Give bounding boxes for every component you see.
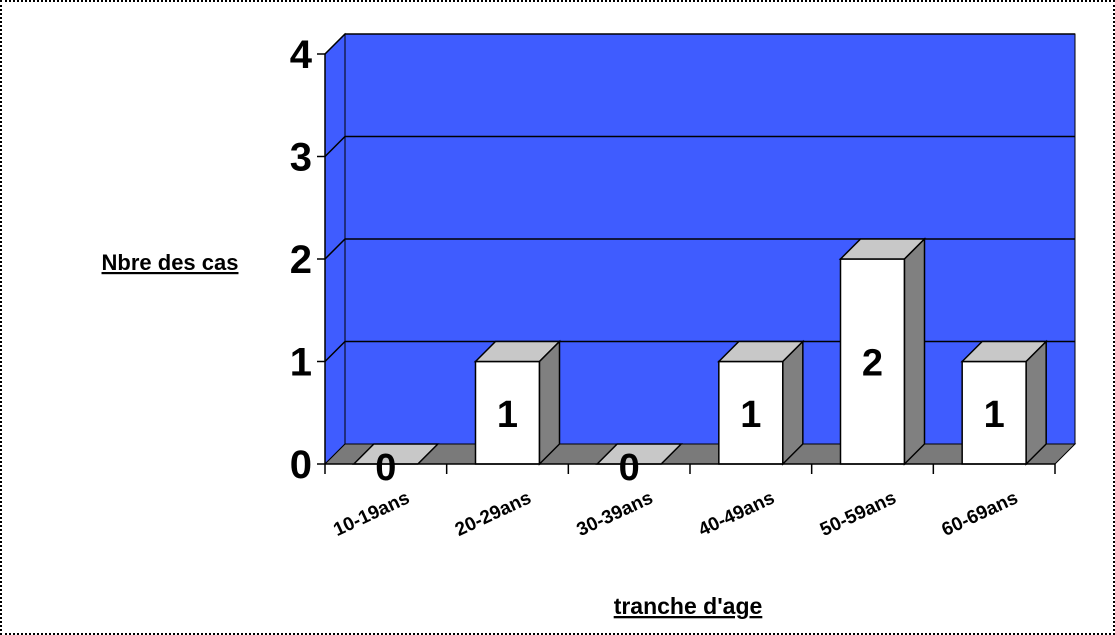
y-tick-label: 3: [290, 136, 312, 180]
bars: [352, 237, 1048, 466]
data-label: 1: [497, 394, 518, 436]
data-label: 1: [740, 394, 761, 436]
data-label: 0: [375, 447, 396, 489]
bar-20-29ans: [473, 339, 562, 466]
bar-60-69ans: [960, 339, 1048, 466]
gridline: [324, 238, 1075, 260]
gridline: [324, 135, 1075, 158]
bar-side: [1025, 339, 1047, 466]
x-tick-label: 10-19ans: [330, 487, 413, 540]
axes: [317, 53, 1056, 474]
y-tick-label: 0: [290, 443, 312, 487]
data-label: 2: [862, 343, 883, 385]
x-tick-label: 50-59ans: [817, 487, 900, 540]
bar-side: [782, 339, 804, 466]
x-tick-label: 20-29ans: [452, 487, 535, 540]
x-tick-label: 30-39ans: [574, 487, 657, 540]
bar-front: [718, 360, 784, 465]
bar-side: [903, 237, 926, 466]
data-label: 0: [619, 447, 640, 489]
gridline: [324, 33, 1075, 55]
x-axis-title: tranche d'age: [614, 593, 763, 619]
bar-40-49ans: [717, 339, 805, 466]
bar-side: [538, 339, 561, 466]
chart-background: [323, 32, 1077, 466]
gridline: [324, 340, 1075, 363]
data-label: 1: [984, 394, 1005, 436]
bar-50-59ans: [838, 237, 927, 466]
y-axis-title: Nbre des cas: [102, 250, 239, 275]
bar-front: [839, 258, 906, 465]
x-tick-label: 40-49ans: [695, 487, 778, 540]
x-tick-label: 60-69ans: [939, 487, 1022, 540]
y-tick-label: 1: [290, 341, 312, 385]
y-tick-label: 2: [290, 238, 312, 282]
y-tick-label: 4: [290, 33, 313, 77]
